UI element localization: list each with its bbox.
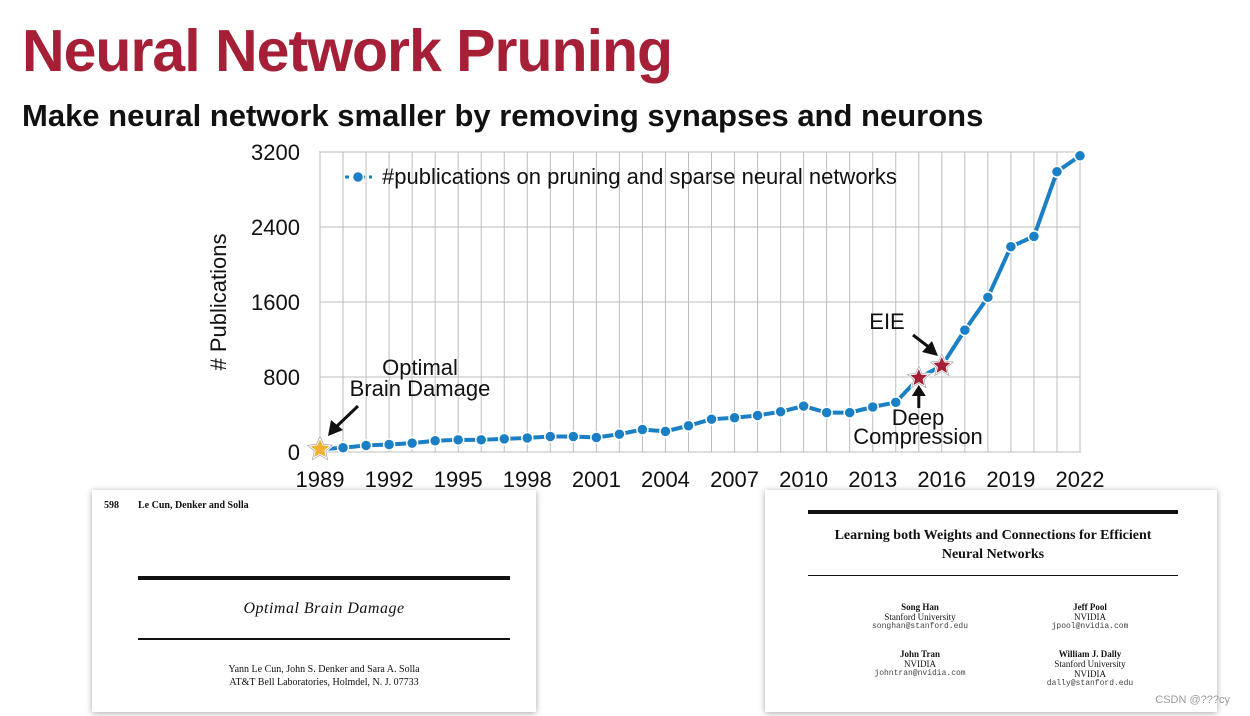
y-tick-label: 800 bbox=[263, 365, 300, 390]
data-point bbox=[958, 323, 972, 337]
author-block: Song Han Stanford University songhan@sta… bbox=[835, 602, 1005, 632]
data-point bbox=[866, 400, 879, 414]
data-point bbox=[774, 405, 787, 418]
data-point bbox=[405, 436, 419, 450]
data-point bbox=[636, 423, 649, 436]
series-line bbox=[319, 154, 1082, 452]
annotation-arrow-shaft bbox=[912, 333, 931, 350]
slide-title: Neural Network Pruning bbox=[22, 18, 673, 84]
x-tick-label: 2004 bbox=[641, 467, 690, 492]
legend-marker bbox=[351, 170, 365, 184]
annotation-arrow-shaft bbox=[333, 404, 360, 430]
author-affiliation: Stanford University bbox=[1054, 659, 1126, 669]
author-block: John Tran NVIDIA johntran@nvidia.com bbox=[835, 649, 1005, 679]
x-tick-label: 2007 bbox=[710, 467, 759, 492]
y-tick-label: 3200 bbox=[251, 140, 300, 165]
paper-top-rule bbox=[138, 576, 510, 580]
data-point bbox=[1073, 149, 1087, 162]
data-point bbox=[659, 425, 672, 438]
data-point bbox=[428, 434, 442, 447]
star-marker-outline bbox=[906, 365, 931, 389]
y-tick-label: 1600 bbox=[251, 290, 300, 315]
annotation-arrow-head bbox=[328, 420, 343, 436]
paper-title-line-1: Learning both Weights and Connections fo… bbox=[834, 528, 1152, 543]
x-tick-label: 1995 bbox=[434, 467, 483, 492]
star-marker-outline bbox=[306, 435, 334, 461]
annotation-arrow-head bbox=[911, 385, 926, 396]
author-affiliation-2: NVIDIA bbox=[1074, 669, 1106, 679]
data-point bbox=[382, 438, 396, 451]
paper-title-line-2: Neural Networks bbox=[941, 547, 1045, 562]
x-tick-label: 2022 bbox=[1056, 467, 1105, 492]
x-tick-label: 2010 bbox=[779, 467, 828, 492]
data-point bbox=[843, 406, 856, 419]
star-marker-outline bbox=[929, 353, 954, 377]
author-name: Song Han bbox=[901, 602, 939, 612]
paper-affiliation: AT&T Bell Laboratories, Holmdel, N. J. 0… bbox=[229, 677, 419, 688]
author-name: John Tran bbox=[900, 649, 940, 659]
author-block: Jeff Pool NVIDIA jpool@nvidia.com bbox=[1005, 602, 1175, 632]
legend-label: #publications on pruning and sparse neur… bbox=[382, 164, 897, 189]
x-tick-label: 2001 bbox=[572, 467, 621, 492]
paper-bottom-rule bbox=[138, 638, 510, 640]
y-axis-label: # Publications bbox=[206, 234, 231, 371]
x-tick-label: 2013 bbox=[848, 467, 897, 492]
y-tick-label: 2400 bbox=[251, 215, 300, 240]
data-point bbox=[497, 432, 511, 446]
data-point bbox=[728, 411, 741, 425]
author-affiliation: Stanford University bbox=[884, 612, 956, 622]
data-point bbox=[797, 399, 810, 413]
annotation-text: Brain Damage bbox=[350, 376, 491, 401]
data-point bbox=[1027, 230, 1041, 243]
data-point bbox=[567, 430, 580, 443]
annotation-text: Deep bbox=[892, 405, 945, 430]
x-tick-label: 2016 bbox=[917, 467, 966, 492]
data-point bbox=[451, 433, 465, 447]
paper-bottom-rule bbox=[808, 575, 1178, 576]
paper-card-learning-weights-connections: Learning both Weights and Connections fo… bbox=[765, 490, 1217, 712]
author-email: johntran@nvidia.com bbox=[874, 669, 966, 678]
data-point bbox=[336, 441, 350, 455]
data-point bbox=[889, 396, 903, 409]
annotation-arrow-head bbox=[922, 341, 938, 356]
publications-line-chart: 0 800 1600 2400 3200 1989 1992 1995 1998 2001 2004… bbox=[206, 140, 1105, 492]
data-point bbox=[820, 406, 833, 419]
annotation-text: Optimal bbox=[382, 355, 458, 380]
annotation-text: EIE bbox=[869, 309, 904, 334]
data-point bbox=[682, 419, 695, 432]
paper-authors: Yann Le Cun, John S. Denker and Sara A. … bbox=[228, 664, 420, 675]
paper-page-number: 598 bbox=[104, 500, 119, 511]
author-name: William J. Dally bbox=[1058, 649, 1122, 659]
watermark: CSDN @???cy bbox=[1155, 694, 1230, 706]
author-block: William J. Dally Stanford University NVI… bbox=[1005, 649, 1175, 689]
x-tick-label: 1992 bbox=[365, 467, 414, 492]
paper-card-optimal-brain-damage: 598 Le Cun, Denker and Solla Optimal Bra… bbox=[92, 490, 536, 712]
data-point bbox=[521, 431, 534, 445]
author-email: songhan@stanford.edu bbox=[871, 622, 968, 631]
author-name: Jeff Pool bbox=[1073, 602, 1107, 612]
paper-running-head: Le Cun, Denker and Solla bbox=[138, 500, 249, 511]
slide-subtitle: Make neural network smaller by removing … bbox=[22, 98, 984, 133]
y-tick-label: 0 bbox=[288, 440, 300, 465]
data-point bbox=[1004, 240, 1018, 253]
data-point bbox=[474, 433, 488, 447]
author-affiliation: NVIDIA bbox=[1074, 612, 1106, 622]
data-point bbox=[751, 409, 764, 422]
annotation-text: Compression bbox=[853, 424, 983, 449]
author-email: jpool@nvidia.com bbox=[1051, 622, 1129, 631]
data-point bbox=[544, 430, 557, 443]
data-point bbox=[705, 412, 718, 426]
data-point bbox=[1050, 165, 1064, 178]
author-email: dally@stanford.edu bbox=[1046, 679, 1134, 688]
x-tick-label: 2019 bbox=[986, 467, 1035, 492]
data-point bbox=[981, 291, 995, 304]
paper-title: Optimal Brain Damage bbox=[243, 600, 405, 617]
x-tick-label: 1998 bbox=[503, 467, 552, 492]
data-point bbox=[613, 427, 626, 441]
data-point bbox=[359, 439, 373, 452]
paper-top-rule bbox=[808, 510, 1178, 514]
x-tick-label: 1989 bbox=[296, 467, 345, 492]
data-point bbox=[590, 431, 603, 444]
author-affiliation: NVIDIA bbox=[904, 659, 936, 669]
